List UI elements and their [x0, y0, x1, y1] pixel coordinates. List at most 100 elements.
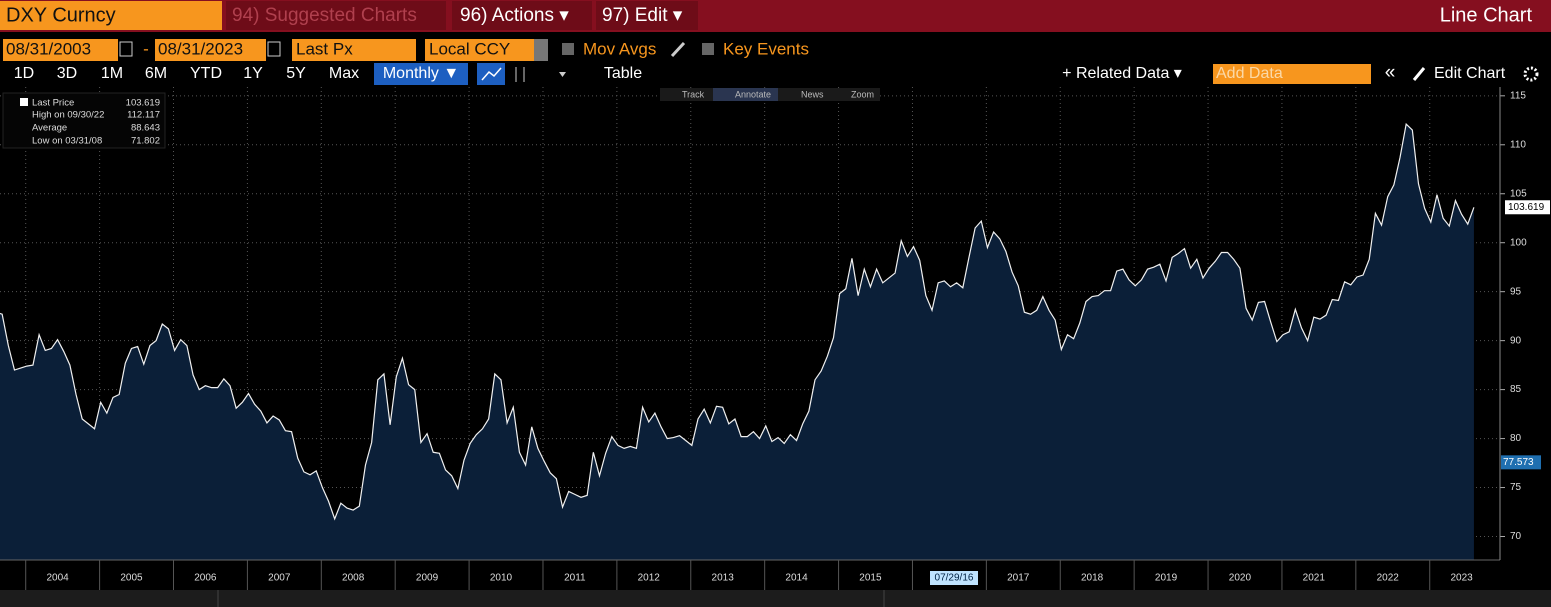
date-separator: -: [143, 39, 149, 58]
checkbox[interactable]: [702, 43, 714, 55]
x-tick-label: 2008: [342, 573, 365, 584]
settings-icon[interactable]: [1523, 66, 1539, 82]
add-data-field[interactable]: [1213, 64, 1371, 84]
end-date-field[interactable]: [155, 39, 266, 61]
period-button[interactable]: 6M: [145, 65, 167, 82]
period-button[interactable]: 5Y: [286, 65, 306, 82]
period-button[interactable]: 1D: [14, 65, 34, 82]
x-tick-label: 2015: [859, 573, 882, 584]
y-tick-label: 95: [1510, 286, 1522, 297]
legend-label: Average: [32, 123, 67, 134]
crosshair-date: 07/29/16: [935, 573, 974, 584]
option: Mov Avgs: [583, 39, 656, 58]
legend-value: 71.802: [131, 136, 160, 147]
legend-value: 88.643: [131, 123, 160, 134]
tool[interactable]: Zoom: [851, 89, 874, 99]
end-date: 08/31/2023: [158, 39, 243, 58]
crosshair-value-tag: [1501, 455, 1541, 470]
calendar-icon[interactable]: [267, 41, 281, 57]
pencil-icon: [1412, 67, 1426, 81]
table-button[interactable]: Table: [604, 65, 642, 82]
checkbox[interactable]: [562, 43, 574, 55]
security-field[interactable]: [0, 1, 222, 30]
y-tick-label: 115: [1510, 90, 1526, 101]
x-tick-label: 2006: [194, 573, 217, 584]
view-title: Line Chart: [1440, 4, 1533, 26]
x-tick-label: 2005: [120, 573, 143, 584]
y-tick-label: 105: [1510, 188, 1527, 199]
option: Key Events: [723, 39, 809, 58]
x-tick-label: 2004: [46, 573, 69, 584]
x-tick-label: 2017: [1007, 573, 1030, 584]
y-tick-label: 75: [1510, 482, 1522, 493]
currency: Local CCY: [429, 39, 510, 58]
dropdown-arrow[interactable]: [534, 39, 548, 61]
menu-item: 94) Suggested Charts: [232, 5, 417, 26]
dropdown-arrow[interactable]: [559, 72, 566, 77]
x-tick-label: 2019: [1155, 573, 1178, 584]
x-tick-label: 2011: [564, 573, 586, 584]
menu-button[interactable]: [452, 1, 592, 30]
menu-item: 96) Actions ▾: [460, 5, 569, 26]
tool[interactable]: Annotate: [735, 89, 771, 99]
period-button[interactable]: Max: [329, 65, 359, 82]
pencil-icon[interactable]: [670, 41, 686, 58]
field-select[interactable]: [292, 39, 416, 61]
x-tick-label: 2022: [1377, 573, 1400, 584]
x-tick-label: 2010: [490, 573, 513, 584]
x-tick-label: 2009: [416, 573, 439, 584]
legend-value: 112.117: [127, 110, 160, 121]
last-value-tag: [1505, 200, 1550, 215]
tool[interactable]: Track: [682, 89, 705, 99]
field: Last Px: [296, 39, 353, 58]
status-bar: [0, 590, 1551, 607]
line-icon: [481, 67, 502, 81]
x-tick-label: 2014: [785, 573, 808, 584]
plot: [0, 87, 1500, 560]
x-tick-label: 2020: [1229, 573, 1252, 584]
calendar-icon[interactable]: [119, 41, 133, 57]
legend-swatch: [20, 98, 28, 106]
menu-item: 97) Edit ▾: [602, 5, 683, 26]
collapse-button[interactable]: «: [1385, 62, 1396, 83]
related-data-button[interactable]: + Related Data ▾: [1062, 65, 1182, 82]
period-button[interactable]: YTD: [190, 65, 222, 82]
legend-label: High on 09/30/22: [32, 110, 104, 121]
menu-button[interactable]: [226, 1, 446, 30]
y-tick-label: 110: [1510, 139, 1526, 150]
crosshair-date-tag: [930, 571, 978, 585]
frequency: Monthly ▼: [383, 65, 459, 82]
crosshair-value: 77.573: [1503, 457, 1534, 468]
tool[interactable]: News: [801, 89, 824, 99]
x-tick-label: 2023: [1450, 573, 1473, 584]
start-date: 08/31/2003: [6, 39, 91, 58]
period-button[interactable]: 1Y: [243, 65, 263, 82]
period-button[interactable]: 3D: [57, 65, 77, 82]
legend-value: 103.619: [126, 98, 160, 109]
x-tick-label: 2021: [1303, 573, 1326, 584]
area: [0, 124, 1474, 560]
security: DXY Curncy: [6, 4, 116, 26]
y-tick-label: 90: [1510, 335, 1522, 346]
currency-select[interactable]: [425, 39, 534, 61]
legend: [2, 92, 166, 149]
y-tick-label: 85: [1510, 384, 1522, 395]
frequency-button[interactable]: [374, 63, 468, 85]
last-value-label: 103.619: [1508, 202, 1545, 213]
x-tick-label: 2013: [712, 573, 735, 584]
menu-button[interactable]: [596, 1, 698, 30]
price-line: [0, 122, 1475, 521]
add-data: Add Data: [1216, 65, 1283, 82]
overlay: 1D 3D 1M 6M YTD 1Y 5Y Max 2004 2005 2006 2007 2008 20…: [14, 65, 1550, 590]
legend-label: Low on 03/31/08: [32, 136, 102, 147]
start-date-field[interactable]: [3, 39, 118, 61]
edit-chart-button[interactable]: Edit Chart: [1434, 65, 1506, 82]
x-tick-label: 2012: [638, 573, 661, 584]
y-tick-label: 70: [1510, 531, 1522, 542]
tool-selected: [713, 88, 778, 101]
y-tick-label: 80: [1510, 433, 1522, 444]
period-button[interactable]: 1M: [101, 65, 123, 82]
x-tick-label: 2007: [268, 573, 291, 584]
